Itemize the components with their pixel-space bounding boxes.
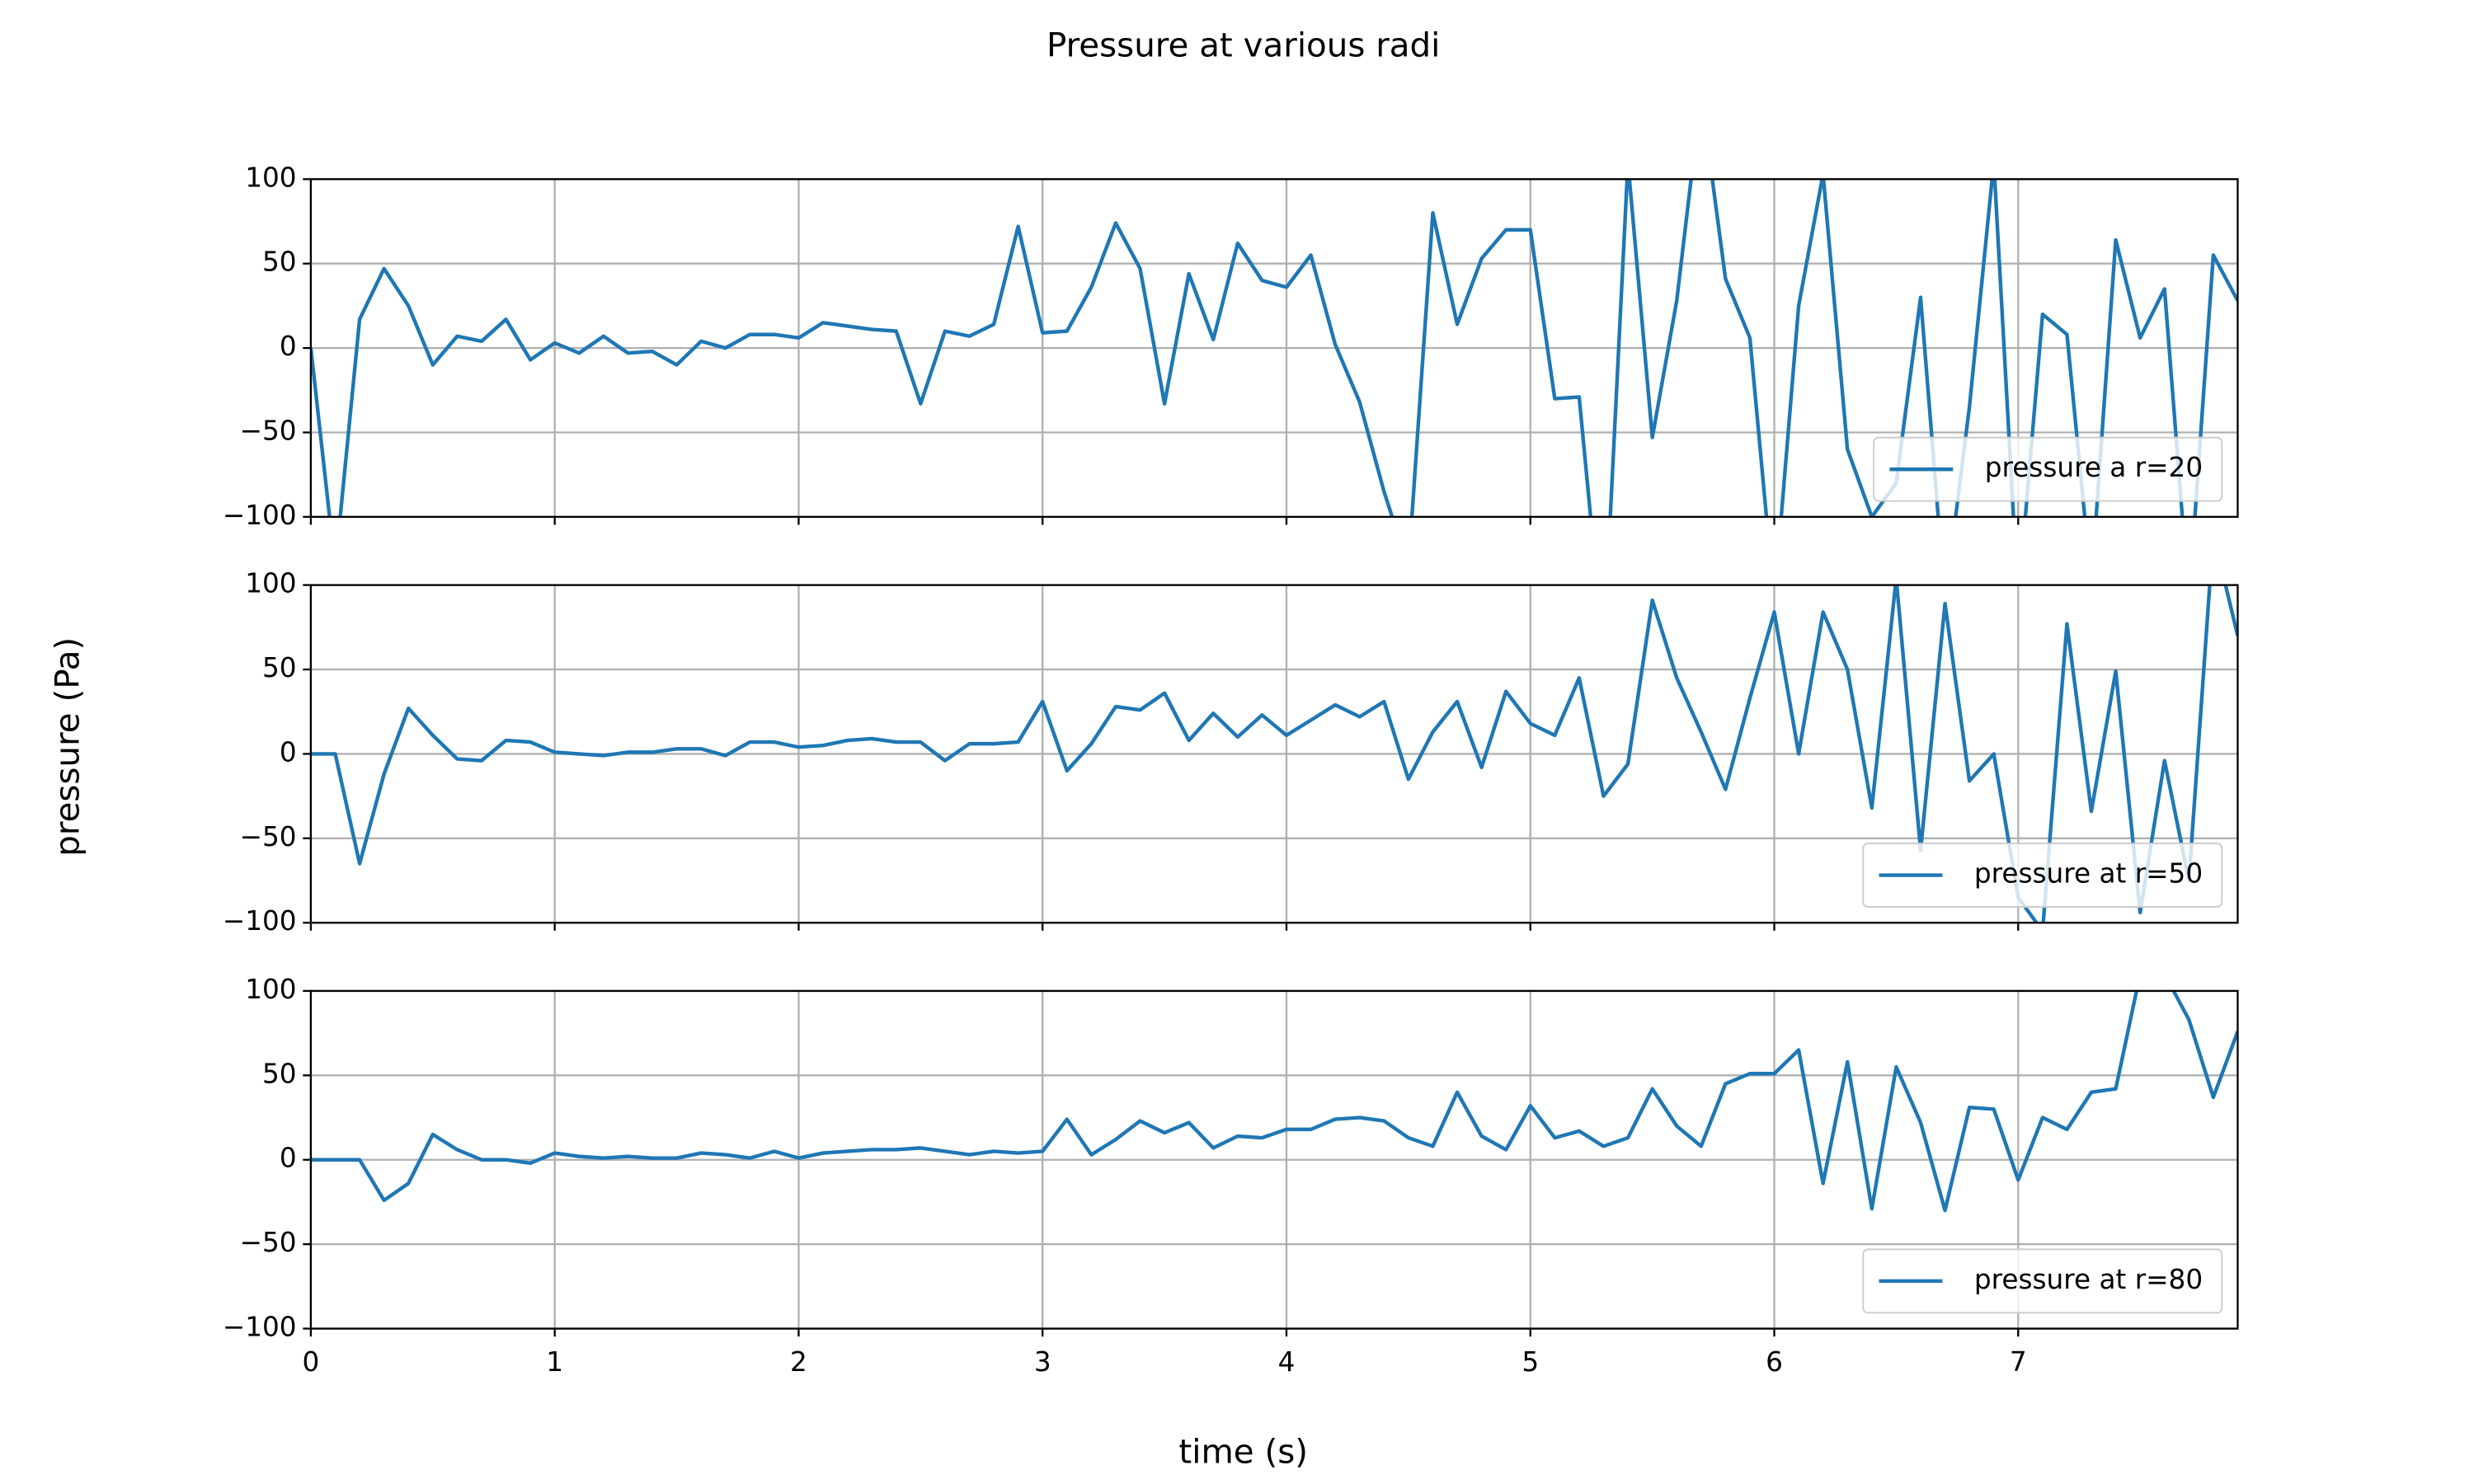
- y-axis-label: pressure (Pa): [49, 637, 87, 857]
- y-tick-label: 0: [280, 1143, 297, 1174]
- plot-frame: [309, 989, 2239, 1330]
- x-tick-label: 0: [303, 1346, 320, 1378]
- legend-label: pressure at r=80: [1974, 1264, 2203, 1295]
- legend-label: pressure a r=20: [1985, 452, 2203, 483]
- y-tick-label: −100: [223, 1312, 297, 1343]
- data-line: [310, 585, 2238, 923]
- y-tick-label: 50: [262, 247, 297, 278]
- x-axis-label: time (s): [1178, 1432, 1308, 1471]
- legend: pressure at r=80: [1862, 1248, 2223, 1314]
- data-line: [310, 179, 2238, 517]
- legend: pressure a r=20: [1873, 436, 2223, 502]
- x-tick-label: 7: [2010, 1346, 2027, 1378]
- x-tick-label: 1: [546, 1346, 563, 1378]
- y-tick-label: 100: [245, 162, 296, 193]
- y-tick-label: −50: [240, 416, 297, 447]
- legend-box: [1862, 1248, 2223, 1314]
- y-tick-label: 50: [262, 1058, 297, 1089]
- x-tick-label: 4: [1278, 1346, 1296, 1378]
- y-tick-label: 100: [245, 568, 296, 599]
- x-tick-label: 6: [1766, 1346, 1783, 1378]
- y-tick-label: 100: [245, 974, 296, 1005]
- y-tick-label: 0: [280, 331, 297, 362]
- y-tick-label: 50: [262, 652, 297, 683]
- legend-box: [1873, 436, 2223, 502]
- legend-box: [1862, 843, 2223, 908]
- x-tick-label: 5: [1522, 1346, 1539, 1378]
- y-tick-label: −50: [240, 1227, 297, 1258]
- y-tick-label: −50: [240, 821, 297, 852]
- legend: pressure at r=50: [1862, 843, 2223, 908]
- plot-frame: [309, 584, 2239, 924]
- y-tick-label: 0: [280, 736, 297, 768]
- y-tick-label: −100: [223, 905, 297, 937]
- x-tick-label: 2: [790, 1346, 807, 1378]
- y-tick-label: −100: [223, 500, 297, 531]
- plot-frame: [309, 178, 2239, 519]
- figure-title: Pressure at various radi: [1047, 26, 1440, 65]
- x-tick-label: 3: [1034, 1346, 1051, 1378]
- data-line: [310, 990, 2238, 1213]
- legend-label: pressure at r=50: [1974, 858, 2203, 890]
